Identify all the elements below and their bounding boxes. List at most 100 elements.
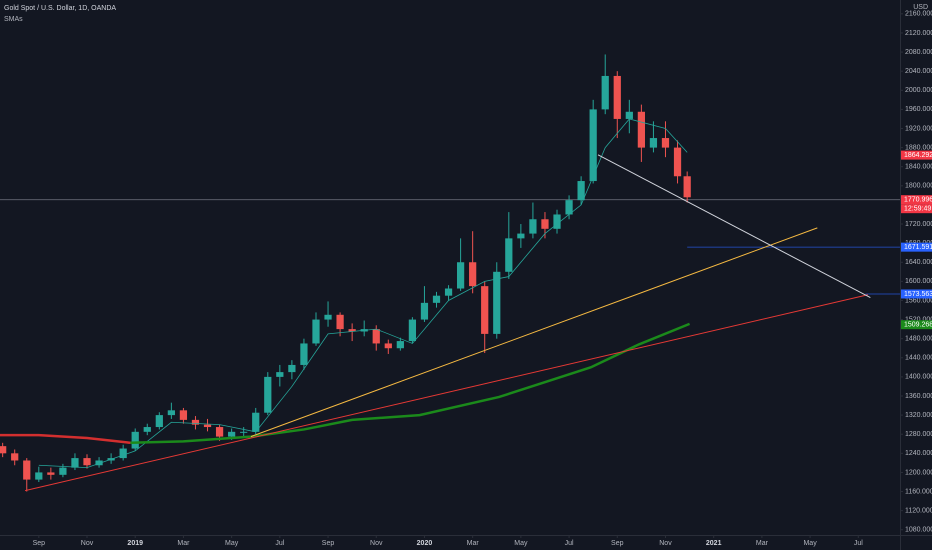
candle-body bbox=[276, 372, 284, 377]
candle-body bbox=[35, 472, 43, 480]
y-tick-label: 1440.000 bbox=[905, 355, 932, 362]
price-tag bbox=[901, 195, 932, 205]
overlay-line bbox=[24, 294, 869, 492]
y-tick-label: 1640.000 bbox=[905, 259, 932, 266]
candle-body bbox=[625, 111, 633, 119]
candle-body bbox=[565, 200, 573, 215]
y-tick-label: 1200.000 bbox=[905, 469, 932, 476]
candle-body bbox=[408, 319, 417, 342]
y-tick-label: 1920.000 bbox=[905, 125, 932, 132]
candle-body bbox=[300, 343, 308, 365]
price-tag-label: 1573.563 bbox=[904, 291, 932, 298]
candle-body bbox=[324, 314, 332, 320]
countdown-label: 12:59:49 bbox=[904, 206, 931, 213]
candle-body bbox=[240, 431, 248, 433]
candle-body bbox=[203, 424, 212, 428]
candle-body bbox=[155, 415, 163, 428]
chart-title: Gold Spot / U.S. Dollar, 1D, OANDA bbox=[4, 5, 116, 12]
x-tick-label: Jul bbox=[854, 540, 863, 547]
x-tick-label: Sep bbox=[322, 540, 335, 547]
overlay-line bbox=[0, 433, 131, 445]
candle-body bbox=[517, 233, 525, 239]
x-tick-label: May bbox=[225, 540, 239, 547]
candle-body bbox=[384, 343, 392, 349]
price-tag-label: 1671.591 bbox=[904, 244, 932, 251]
candle-body bbox=[432, 295, 441, 303]
candle-body bbox=[396, 341, 404, 349]
candle-body bbox=[288, 364, 296, 373]
overlay-line bbox=[130, 322, 691, 445]
candle-body bbox=[493, 271, 501, 334]
x-tick-label: Jul bbox=[565, 540, 574, 547]
x-tick-label: Mar bbox=[756, 540, 769, 547]
candle-body bbox=[167, 410, 175, 416]
candle-body bbox=[589, 109, 597, 182]
y-tick-label: 1960.000 bbox=[905, 106, 932, 113]
candle-body bbox=[529, 219, 537, 234]
candle-body bbox=[649, 138, 658, 148]
y-tick-label: 1600.000 bbox=[905, 278, 932, 285]
y-tick-label: 1800.000 bbox=[905, 183, 932, 190]
y-tick-label: 2080.000 bbox=[905, 49, 932, 56]
y-tick-label: 1400.000 bbox=[905, 374, 932, 381]
x-tick-label: Nov bbox=[659, 540, 672, 547]
y-tick-label: 1160.000 bbox=[905, 488, 932, 495]
overlay-line bbox=[250, 227, 818, 438]
candle-body bbox=[11, 453, 19, 461]
candle-body bbox=[601, 75, 609, 110]
currency-label: USD bbox=[913, 4, 928, 11]
y-tick-label: 1080.000 bbox=[905, 527, 932, 534]
candle-body bbox=[143, 427, 151, 432]
candle-body bbox=[683, 176, 691, 198]
price-tag bbox=[901, 320, 932, 330]
x-tick-label: May bbox=[803, 540, 817, 547]
candle-body bbox=[420, 302, 429, 320]
price-tag bbox=[901, 289, 932, 299]
candle-body bbox=[59, 467, 67, 475]
candle-body bbox=[95, 460, 103, 466]
x-tick-label: Mar bbox=[467, 540, 480, 547]
candle-body bbox=[47, 472, 55, 475]
candle-body bbox=[481, 286, 489, 334]
y-tick-label: 2000.000 bbox=[905, 87, 932, 94]
price-tag-label: 1509.268 bbox=[904, 322, 932, 329]
candle-body bbox=[456, 262, 465, 289]
y-tick-label: 1120.000 bbox=[905, 507, 932, 514]
candle-body bbox=[119, 448, 127, 459]
y-tick-label: 2120.000 bbox=[905, 30, 932, 37]
price-tag bbox=[901, 150, 932, 160]
candle-body bbox=[372, 329, 380, 344]
candle-body bbox=[0, 446, 7, 454]
y-tick-label: 1520.000 bbox=[905, 316, 932, 323]
candle-body bbox=[71, 458, 79, 468]
y-tick-label: 1560.000 bbox=[905, 297, 932, 304]
x-tick-label: 2019 bbox=[127, 540, 143, 547]
candle-body bbox=[264, 376, 272, 413]
candle-body bbox=[577, 181, 585, 201]
countdown-tag bbox=[901, 204, 932, 214]
candle-body bbox=[661, 138, 670, 148]
price-tag bbox=[901, 242, 932, 252]
x-tick-label: 2020 bbox=[417, 540, 433, 547]
y-tick-label: 2160.000 bbox=[905, 11, 932, 18]
candle-body bbox=[191, 419, 200, 425]
candle-body bbox=[215, 427, 224, 437]
y-tick-label: 1480.000 bbox=[905, 336, 932, 343]
price-tag-label: 1770.996 bbox=[904, 197, 932, 204]
x-tick-label: Nov bbox=[370, 540, 383, 547]
overlay-line bbox=[38, 118, 688, 469]
y-tick-label: 1720.000 bbox=[905, 221, 932, 228]
candle-body bbox=[348, 329, 356, 332]
x-tick-label: Nov bbox=[81, 540, 94, 547]
candle-body bbox=[505, 238, 513, 272]
candle-body bbox=[83, 458, 91, 466]
candle-body bbox=[179, 410, 188, 420]
overlay-line bbox=[597, 154, 871, 299]
x-tick-label: 2021 bbox=[706, 540, 722, 547]
candle-body bbox=[444, 288, 453, 296]
candle-body bbox=[541, 219, 549, 229]
candle-body bbox=[469, 262, 477, 287]
y-tick-label: 1880.000 bbox=[905, 144, 932, 151]
